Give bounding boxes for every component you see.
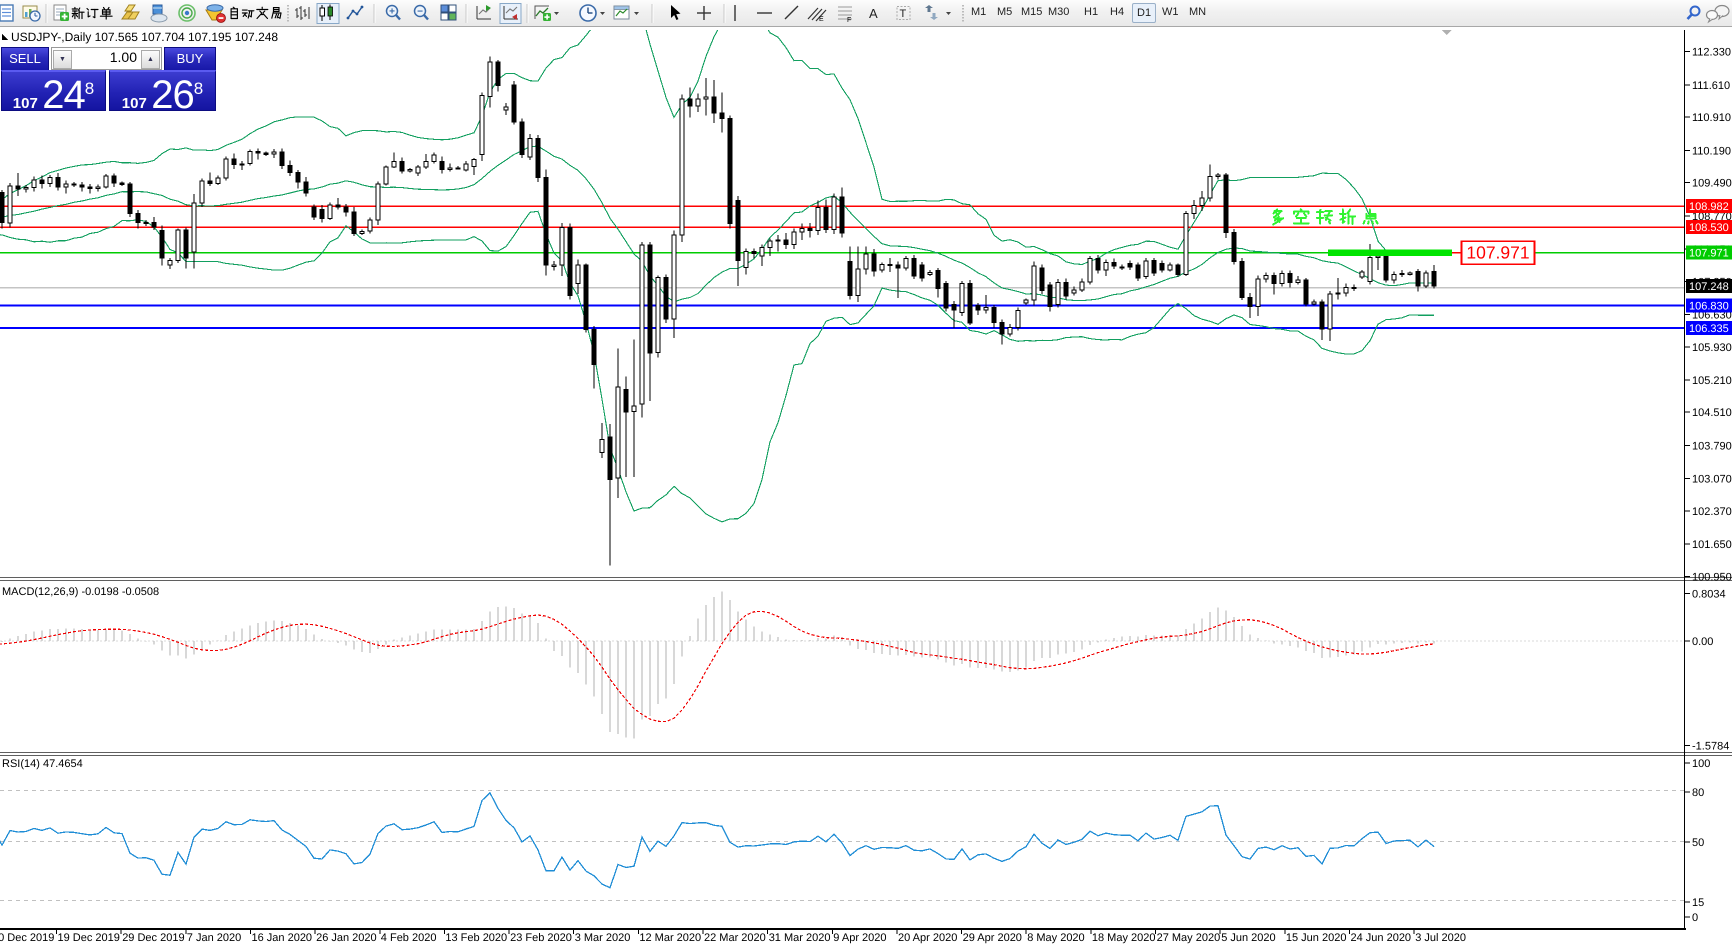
svg-text:108.982: 108.982: [1689, 201, 1729, 213]
svg-text:80: 80: [1692, 787, 1704, 799]
svg-text:105.930: 105.930: [1692, 342, 1732, 354]
svg-text:5 Jun 2020: 5 Jun 2020: [1221, 932, 1275, 944]
svg-text:T: T: [900, 8, 907, 20]
svg-text:9 Apr 2020: 9 Apr 2020: [833, 932, 886, 944]
svg-text:12 Mar 2020: 12 Mar 2020: [639, 932, 701, 944]
svg-text:109.490: 109.490: [1692, 178, 1732, 190]
svg-text:110.190: 110.190: [1692, 145, 1731, 157]
svg-text:E: E: [819, 16, 824, 23]
svg-text:+: +: [389, 7, 395, 18]
svg-text:29 Dec 2019: 29 Dec 2019: [122, 932, 184, 944]
svg-text:F: F: [847, 17, 851, 24]
svg-text:108.770: 108.770: [1692, 211, 1732, 223]
svg-text:102.370: 102.370: [1692, 506, 1732, 518]
svg-text:100: 100: [1692, 758, 1710, 770]
svg-text:31 Mar 2020: 31 Mar 2020: [769, 932, 831, 944]
svg-text:3 Mar 2020: 3 Mar 2020: [575, 932, 631, 944]
svg-text:50: 50: [1692, 837, 1704, 849]
svg-text:112.330: 112.330: [1692, 47, 1731, 59]
svg-text:106.830: 106.830: [1689, 300, 1729, 312]
svg-text:7 Jan 2020: 7 Jan 2020: [187, 932, 241, 944]
svg-text:15 Jun 2020: 15 Jun 2020: [1286, 932, 1347, 944]
svg-text:103.790: 103.790: [1692, 440, 1732, 452]
svg-text:23 Feb 2020: 23 Feb 2020: [510, 932, 572, 944]
svg-text:13 Feb 2020: 13 Feb 2020: [445, 932, 507, 944]
svg-text:27 May 2020: 27 May 2020: [1157, 932, 1221, 944]
svg-text:110.910: 110.910: [1692, 112, 1731, 124]
svg-text:20 Apr 2020: 20 Apr 2020: [898, 932, 957, 944]
svg-text:107.971: 107.971: [1689, 248, 1729, 260]
svg-text:-1.5784: -1.5784: [1692, 741, 1729, 753]
svg-text:0.00: 0.00: [1692, 636, 1713, 648]
svg-text:15: 15: [1692, 897, 1704, 909]
svg-text:USDJPY-,Daily 107.565 107.704: USDJPY-,Daily 107.565 107.704 107.195 10…: [11, 30, 278, 44]
svg-text:103.070: 103.070: [1692, 474, 1732, 486]
svg-text:10 Dec 2019: 10 Dec 2019: [0, 932, 54, 944]
svg-text:107.971: 107.971: [1466, 243, 1529, 263]
svg-text:106.630: 106.630: [1692, 310, 1732, 322]
svg-text:0: 0: [1692, 912, 1698, 924]
svg-text:107.248: 107.248: [1689, 281, 1729, 293]
svg-text:8 May 2020: 8 May 2020: [1027, 932, 1084, 944]
svg-text:24 Jun 2020: 24 Jun 2020: [1351, 932, 1412, 944]
svg-text:29 Apr 2020: 29 Apr 2020: [963, 932, 1022, 944]
svg-text:111.610: 111.610: [1692, 80, 1730, 92]
svg-text:105.210: 105.210: [1692, 375, 1732, 387]
svg-text:100.950: 100.950: [1692, 571, 1732, 583]
svg-text:19 Dec 2019: 19 Dec 2019: [58, 932, 120, 944]
svg-text:106.335: 106.335: [1689, 323, 1729, 335]
svg-text:26 Jan 2020: 26 Jan 2020: [316, 932, 377, 944]
svg-text:101.650: 101.650: [1692, 539, 1732, 551]
svg-text:4 Feb 2020: 4 Feb 2020: [381, 932, 437, 944]
svg-text:MACD(12,26,9) -0.0198 -0.0508: MACD(12,26,9) -0.0198 -0.0508: [2, 586, 159, 598]
svg-text:22 Mar 2020: 22 Mar 2020: [704, 932, 766, 944]
svg-text:18 May 2020: 18 May 2020: [1092, 932, 1156, 944]
svg-text:3 Jul 2020: 3 Jul 2020: [1415, 932, 1466, 944]
svg-text:104.510: 104.510: [1692, 407, 1732, 419]
svg-text:108.530: 108.530: [1689, 222, 1729, 234]
svg-text:RSI(14) 47.4654: RSI(14) 47.4654: [2, 758, 83, 770]
svg-text:16 Jan 2020: 16 Jan 2020: [252, 932, 313, 944]
svg-text:A: A: [869, 6, 878, 21]
svg-text:0.8034: 0.8034: [1692, 589, 1726, 601]
svg-text:−: −: [417, 7, 423, 18]
